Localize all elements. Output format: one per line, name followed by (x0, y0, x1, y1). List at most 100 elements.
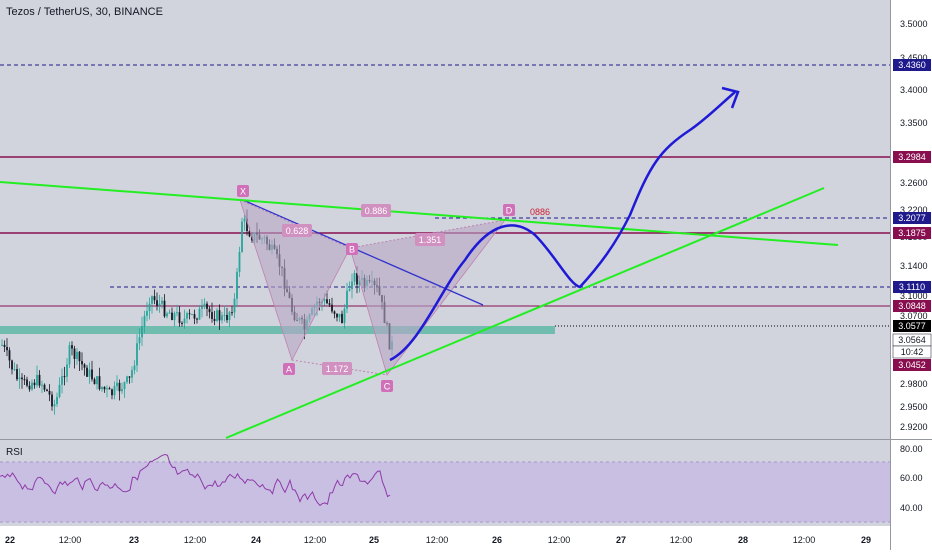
price-pane (0, 0, 890, 438)
pattern-ratio: 0.886 (365, 206, 388, 216)
price-tag: 3.0564 (898, 335, 926, 345)
pattern-point-C: C (384, 382, 391, 392)
candle-body (353, 273, 356, 282)
candle-body (136, 343, 138, 366)
trendline-lower-green[interactable] (225, 187, 825, 439)
candle-body (163, 300, 166, 317)
candle-body (88, 369, 91, 377)
candle-body (28, 385, 31, 390)
candle-body (203, 303, 206, 307)
candle-body (106, 388, 108, 390)
x-tick-label: 25 (369, 535, 379, 545)
x-tick-label: 28 (738, 535, 748, 545)
candle-body (86, 367, 88, 377)
candle-body (188, 313, 191, 315)
candle-body (246, 218, 248, 232)
candle-body (3, 344, 6, 347)
y-tick-label: 3.1400 (900, 261, 928, 271)
price-tag-bg (893, 151, 931, 163)
candle-body (111, 389, 113, 396)
trendline-blue[interactable] (242, 199, 484, 306)
candle-body (41, 384, 43, 386)
candle-body (326, 299, 328, 304)
rsi-tick-label: 80.00 (900, 444, 923, 454)
x-tick-label: 23 (129, 535, 139, 545)
candle-body (198, 308, 201, 320)
projection-path[interactable] (389, 91, 736, 362)
candle-body (101, 386, 103, 390)
pattern-point-bg (346, 243, 358, 255)
price-tag: 3.0848 (898, 301, 926, 311)
support-zone[interactable] (0, 326, 555, 334)
candle-body (201, 306, 203, 309)
candle-body (33, 382, 36, 386)
pattern-point-bg (283, 363, 295, 375)
x-tick-label: 12:00 (426, 535, 449, 545)
candle-body (248, 231, 251, 237)
pattern-point-bg (503, 204, 515, 216)
price-tags: 3.4360 3.2984 3.2077 3.1875 3.1110 3.0848 3.05… (892, 59, 932, 371)
candle-body (36, 374, 38, 386)
candle-body (196, 318, 198, 320)
candle-body (18, 377, 21, 380)
candle-body (341, 313, 343, 324)
candle-body (243, 218, 246, 222)
candle-body (73, 348, 76, 359)
pattern-point-A: A (286, 365, 292, 375)
candle-body (191, 314, 193, 316)
candle-body (31, 382, 33, 390)
price-tag: 3.1110 (899, 282, 925, 292)
candle-body (38, 374, 41, 386)
candle-body (226, 314, 228, 321)
candle-body (241, 221, 243, 252)
pattern-labels: X A B C D 0.628 1.172 0.886 1.351 0886 (237, 185, 550, 392)
candle-body (233, 298, 236, 313)
candle-body (116, 382, 118, 387)
pattern-point-B: B (349, 245, 355, 255)
price-tag-bg (893, 359, 931, 371)
pattern-point-D: D (506, 206, 513, 216)
candle-body (343, 308, 346, 324)
candle-body (328, 303, 331, 305)
pattern-point-bg (381, 380, 393, 392)
candle-body (16, 369, 18, 380)
y-tick-label: 3.3500 (900, 118, 928, 128)
rsi-tick-label: 60.00 (900, 473, 923, 483)
candle-body (223, 314, 226, 316)
y-tick-label: 2.9500 (900, 402, 928, 412)
candle-body (93, 379, 96, 385)
candle-body (23, 379, 26, 381)
candle-body (213, 318, 216, 321)
price-tag-bg (893, 300, 931, 312)
candle-body (346, 290, 348, 309)
price-axis (890, 0, 932, 550)
candle-body (331, 304, 333, 312)
candle-body (221, 315, 223, 321)
y-tick-label: 3.2600 (900, 178, 928, 188)
x-tick-label: 12:00 (548, 535, 571, 545)
candle-body (161, 300, 163, 304)
x-tick-label: 12:00 (670, 535, 693, 545)
candle-body (113, 386, 116, 396)
candle-body (51, 394, 53, 407)
trendline-upper-green[interactable] (0, 181, 839, 246)
y-tick-label: 2.9800 (900, 379, 928, 389)
candle-body (53, 404, 56, 407)
candle-body (11, 360, 13, 370)
candle-body (138, 337, 141, 344)
x-tick-label: 12:00 (184, 535, 207, 545)
candle-body (58, 384, 61, 397)
x-tick-label: 22 (5, 535, 15, 545)
candle-body (173, 313, 176, 320)
candle-body (103, 386, 106, 390)
candle-body (66, 364, 68, 377)
candle-body (151, 296, 153, 304)
pattern-point-bg (237, 185, 249, 197)
candle-body (208, 308, 211, 313)
candle-body (211, 312, 213, 319)
candle-body (81, 361, 83, 365)
candle-body (56, 396, 58, 405)
pattern-ratio-bg (322, 362, 352, 375)
